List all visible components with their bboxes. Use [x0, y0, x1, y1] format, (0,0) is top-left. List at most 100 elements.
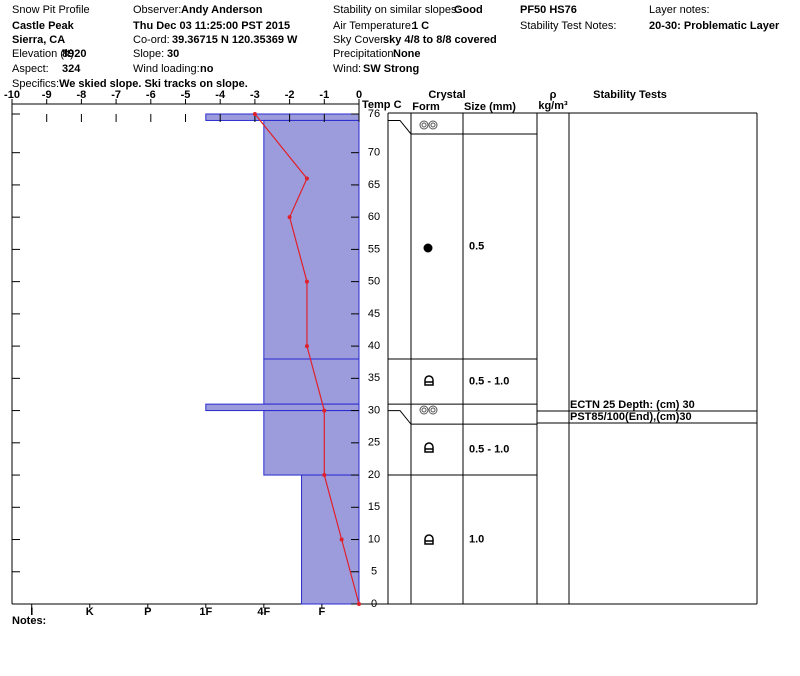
hardness-bar	[205, 113, 360, 121]
x-tick-label: -5	[181, 89, 191, 101]
temperature-point	[252, 112, 257, 116]
field-label: Air Temperature:	[333, 20, 414, 32]
hardness-label: F	[318, 606, 325, 618]
field-label: Wind loading:	[133, 63, 200, 75]
y-tick-label: 50	[368, 276, 380, 288]
field-value: Andy Anderson	[181, 4, 263, 16]
melt-freeze-icon	[419, 405, 438, 415]
hardness-bar	[205, 403, 360, 412]
facet-icon	[424, 534, 434, 545]
x-tick-label: -1	[319, 89, 329, 101]
field: Co-ord: 39.36715 N 120.35369 W	[133, 34, 298, 46]
grain-icons	[419, 120, 438, 545]
x-tick-label: 0	[356, 89, 362, 101]
field-label: Stability on similar slopes:	[333, 4, 460, 16]
field-label: Sky Cover:	[333, 34, 387, 46]
y-tick-label: 0	[371, 598, 377, 610]
field: Air Temperature:1 C	[333, 20, 429, 32]
y-tick-label: 10	[368, 533, 380, 545]
field-value: 324	[62, 63, 81, 75]
hardness-bar	[263, 358, 360, 405]
field-label: Elevation (ft)	[12, 48, 74, 60]
table-frame	[11, 103, 758, 605]
temperature-point	[357, 602, 361, 606]
field-value: We skied slope. Ski tracks on slope.	[59, 78, 248, 90]
field-label: Specifics:	[12, 78, 59, 90]
x-tick-label: -4	[215, 89, 226, 101]
field-value: 39.36715 N 120.35369 W	[172, 34, 298, 46]
column-header: ρ	[550, 89, 557, 101]
x-tick-label: -6	[146, 89, 156, 101]
field-value: no	[200, 63, 214, 75]
x-tick-label: -10	[4, 89, 20, 101]
hardness-bar	[301, 474, 360, 605]
x-tick-label: -2	[285, 89, 295, 101]
field-label: Wind:	[333, 63, 361, 75]
column-header: Stability Tests	[593, 89, 667, 101]
temperature-point	[322, 473, 327, 478]
field: Slope: 30	[133, 48, 179, 60]
field-label: Co-ord:	[133, 34, 170, 46]
grain-size: 0.5 - 1.0	[469, 443, 509, 455]
hardness-label: P	[144, 606, 151, 618]
layer-notes-label: Layer notes:	[649, 4, 710, 16]
field-value: SW Strong	[363, 63, 419, 75]
layer-boundary	[388, 410, 537, 425]
melt-freeze-icon	[419, 120, 438, 130]
y-tick-label: 55	[368, 243, 380, 255]
x-tick-label: -3	[250, 89, 260, 101]
hardness-bar	[263, 119, 360, 360]
x-tick-label: -8	[77, 89, 87, 101]
y-tick-label: 45	[368, 308, 380, 320]
column-header: Size (mm)	[464, 101, 516, 113]
notes-label: Notes:	[12, 615, 46, 627]
field-value: sky 4/8 to 8/8 covered	[383, 34, 497, 46]
field-value: 1 C	[412, 20, 429, 32]
y-tick-label: 30	[368, 404, 380, 416]
grain-size: 0.5	[469, 240, 484, 252]
region: Sierra, CA	[12, 34, 65, 46]
field-label: Observer:	[133, 4, 181, 16]
field-label: Precipitation:	[333, 48, 397, 60]
field-value: None	[393, 48, 421, 60]
summary: PF50 HS76	[520, 4, 577, 16]
y-tick-label: 70	[368, 147, 380, 159]
field: Sky Cover:sky 4/8 to 8/8 covered	[333, 34, 497, 46]
x-tick-label: -7	[111, 89, 121, 101]
layer-boundary	[388, 119, 537, 135]
temperature-point	[304, 279, 309, 284]
temperature-point	[322, 408, 327, 413]
field-value: 8920	[62, 48, 86, 60]
field: Wind: SW Strong	[333, 63, 419, 75]
location: Castle Peak	[12, 20, 75, 32]
field-value: Good	[454, 4, 483, 16]
column-header: kg/m³	[538, 100, 568, 112]
page-title: Snow Pit Profile	[12, 4, 90, 16]
column-header: Crystal	[428, 89, 465, 101]
temperature-point	[304, 344, 309, 349]
column-header: Form	[412, 101, 440, 113]
grain-size: 0.5 - 1.0	[469, 375, 509, 387]
y-tick-label: 76	[368, 108, 380, 120]
layer-note: 20-30: Problematic Layer	[649, 20, 780, 32]
hardness-label: 4F	[257, 606, 270, 618]
y-tick-label: 5	[371, 566, 377, 578]
stability-test: ECTN 25 Depth: (cm) 30	[570, 399, 695, 411]
field: Stability on similar slopes:Good	[333, 4, 483, 16]
facet-icon	[424, 375, 434, 386]
field: Wind loading:no	[133, 63, 214, 75]
hardness-bar	[263, 410, 360, 476]
x-axis-label: Temp C	[362, 99, 402, 111]
date: Thu Dec 03 11:25:00 PST 2015	[133, 20, 290, 32]
hardness-label: K	[86, 606, 94, 618]
y-tick-label: 40	[368, 340, 380, 352]
temperature-point	[287, 215, 292, 220]
hardness-label: I	[30, 606, 33, 618]
y-tick-label: 15	[368, 501, 380, 513]
hardness-label: 1F	[199, 606, 212, 618]
field: Elevation (ft)8920	[12, 48, 86, 60]
y-tick-label: 60	[368, 211, 380, 223]
field-label: Slope:	[133, 48, 164, 60]
y-tick-label: 65	[368, 179, 380, 191]
